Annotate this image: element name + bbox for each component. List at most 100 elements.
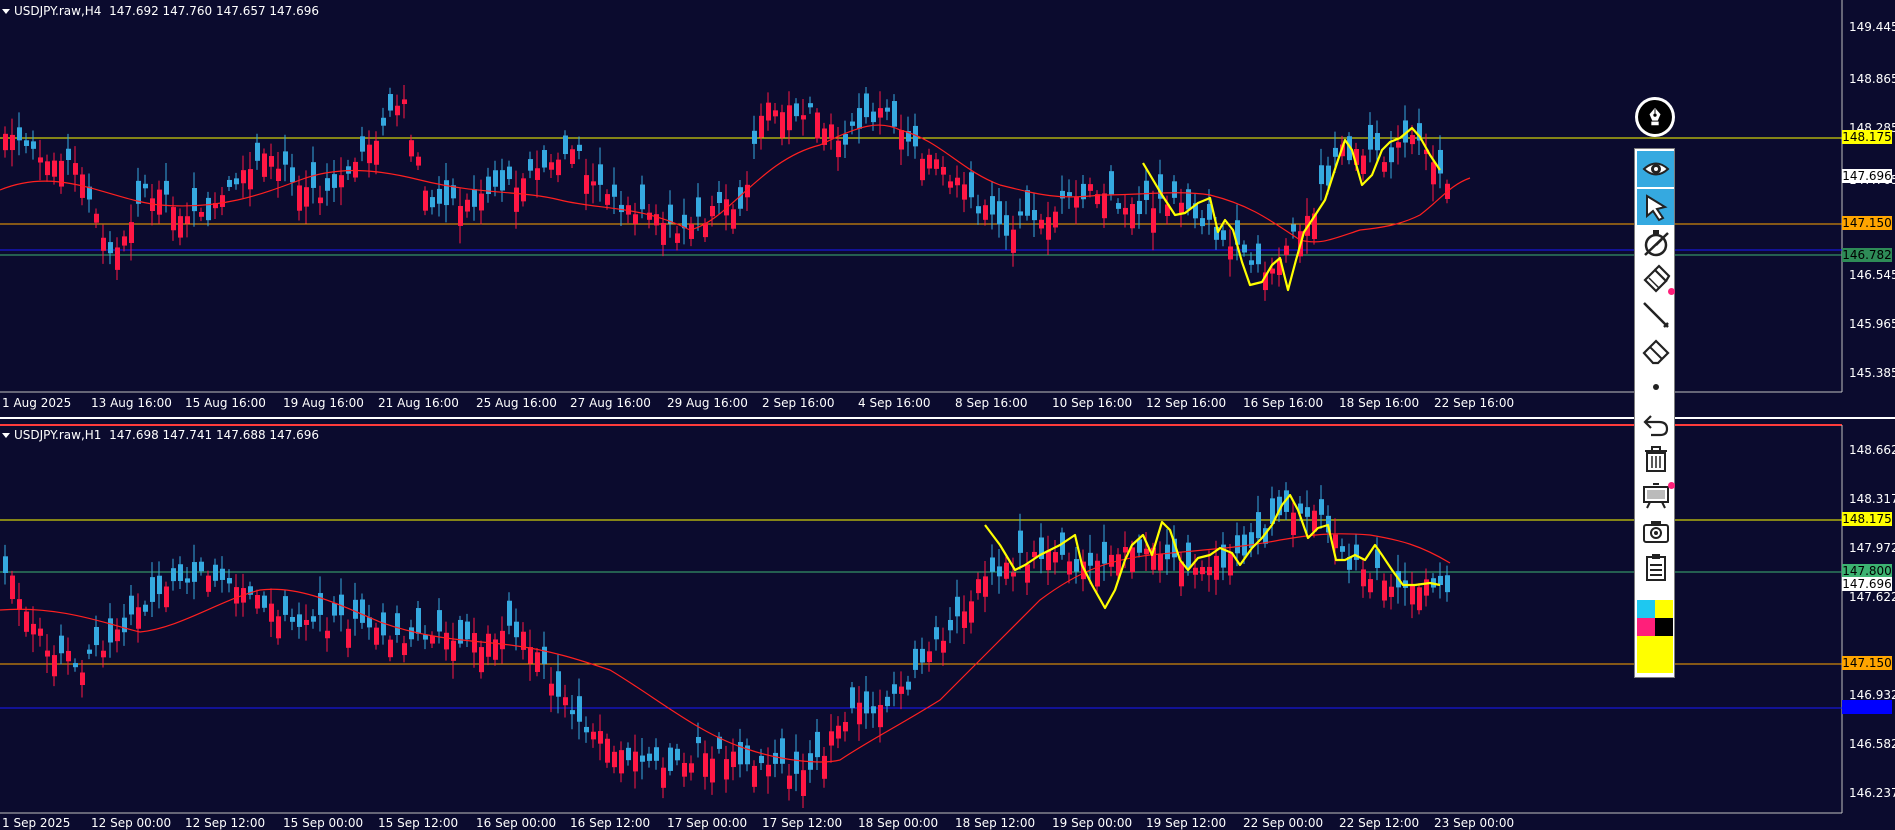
screen-share-button[interactable] <box>1637 477 1675 513</box>
candle-body <box>556 671 561 697</box>
pen-badge[interactable] <box>1635 97 1675 137</box>
candle-body <box>668 747 673 771</box>
collapse-triangle-icon[interactable] <box>2 9 10 14</box>
candle-body <box>1270 268 1275 274</box>
price-axis-label: 147.622 <box>1849 590 1895 604</box>
candle-body <box>325 178 330 191</box>
candle-body <box>269 156 274 167</box>
time-axis-label: 19 Sep 00:00 <box>1052 816 1133 830</box>
cursor-tool-button[interactable] <box>1637 189 1674 225</box>
stopwatch-tool-button[interactable] <box>1637 225 1674 261</box>
trash-icon <box>1644 446 1667 472</box>
candle-body <box>255 594 260 609</box>
candle-body <box>591 181 596 186</box>
candle-body <box>318 197 323 204</box>
screenshot-button[interactable] <box>1637 513 1674 549</box>
line-tool-icon <box>1642 302 1669 328</box>
delete-button[interactable] <box>1637 441 1674 477</box>
candle-body <box>178 216 183 238</box>
line-tool-button[interactable] <box>1637 297 1674 333</box>
candle-body <box>731 209 736 229</box>
candle-body <box>997 566 1002 577</box>
time-axis-label: 25 Aug 16:00 <box>476 396 557 410</box>
undo-button[interactable] <box>1637 405 1674 441</box>
candle-body <box>381 117 386 126</box>
candle-body <box>885 696 890 707</box>
price-level-tag: 147.150 <box>1842 656 1892 670</box>
candle-body <box>1417 123 1422 141</box>
undo-icon <box>1642 415 1668 437</box>
candle-body <box>1046 550 1051 571</box>
candle-body <box>164 586 169 608</box>
candle-body <box>1137 539 1142 553</box>
candle-body <box>1074 559 1079 572</box>
candle-body <box>227 179 232 187</box>
brush-size-button[interactable] <box>1637 369 1674 405</box>
candle-body <box>717 191 722 204</box>
top-pane[interactable] <box>0 0 1842 392</box>
candle-body <box>1221 230 1226 240</box>
candle-body <box>1046 217 1051 240</box>
candle-body <box>598 164 603 185</box>
swatch-black[interactable] <box>1655 618 1673 636</box>
candle-body <box>577 144 582 151</box>
candle-body <box>1088 184 1093 191</box>
bottom-pane[interactable] <box>0 425 1842 813</box>
candle-body <box>822 755 827 779</box>
candle-body <box>1144 180 1149 200</box>
candle-body <box>458 205 463 226</box>
candle-body <box>290 616 295 622</box>
top-drawing[interactable] <box>1142 126 1441 292</box>
candle-body <box>892 684 897 694</box>
candle-body <box>850 687 855 709</box>
candle-body <box>1074 196 1079 208</box>
candle-body <box>759 115 764 138</box>
price-level-tag: 146.782 <box>1842 248 1892 262</box>
current-color-swatch[interactable] <box>1637 636 1673 673</box>
candle-body <box>206 197 211 221</box>
candle-body <box>1151 208 1156 233</box>
candle-body <box>136 180 141 204</box>
candle-body <box>199 211 204 217</box>
candle-body <box>437 188 442 204</box>
candle-body <box>346 166 351 174</box>
candle-body <box>864 691 869 714</box>
eraser-icon <box>1641 339 1670 365</box>
swatch-magenta[interactable] <box>1637 618 1655 636</box>
candle-body <box>1424 149 1429 155</box>
candle-body <box>122 236 127 246</box>
candle-body <box>913 648 918 670</box>
candle-body <box>1375 549 1380 568</box>
candle-body <box>766 102 771 121</box>
candle-body <box>696 737 701 744</box>
swatch-cyan[interactable] <box>1637 600 1655 618</box>
candle-body <box>535 652 540 672</box>
candle-body <box>1270 498 1275 524</box>
candle-body <box>1228 246 1233 260</box>
candle-body <box>920 158 925 181</box>
candle-body <box>829 124 834 139</box>
time-axis-label: 22 Sep 12:00 <box>1339 816 1420 830</box>
candle-body <box>794 751 799 774</box>
swatch-yellow[interactable] <box>1655 600 1673 618</box>
eye-tool-button[interactable] <box>1637 151 1674 187</box>
color-indicator-dot <box>1668 482 1675 489</box>
candle-body <box>339 594 344 616</box>
collapse-triangle-icon[interactable] <box>2 433 10 438</box>
bottom-drawing[interactable] <box>984 493 1441 610</box>
candle-body <box>395 105 400 116</box>
eraser-tool-button[interactable] <box>1637 333 1674 369</box>
candle-body <box>24 611 29 632</box>
candle-body <box>864 93 869 118</box>
candle-body <box>1186 189 1191 210</box>
highlighter-tool-button[interactable] <box>1637 261 1675 297</box>
candle-body <box>234 587 239 604</box>
clipboard-button[interactable] <box>1637 549 1674 585</box>
candle-body <box>1095 560 1100 587</box>
price-axis-label: 146.237 <box>1849 786 1895 800</box>
candle-body <box>192 188 197 212</box>
pen-nib-icon <box>1649 107 1661 126</box>
time-axis-label: 27 Aug 16:00 <box>570 396 651 410</box>
candle-body <box>1102 193 1107 219</box>
